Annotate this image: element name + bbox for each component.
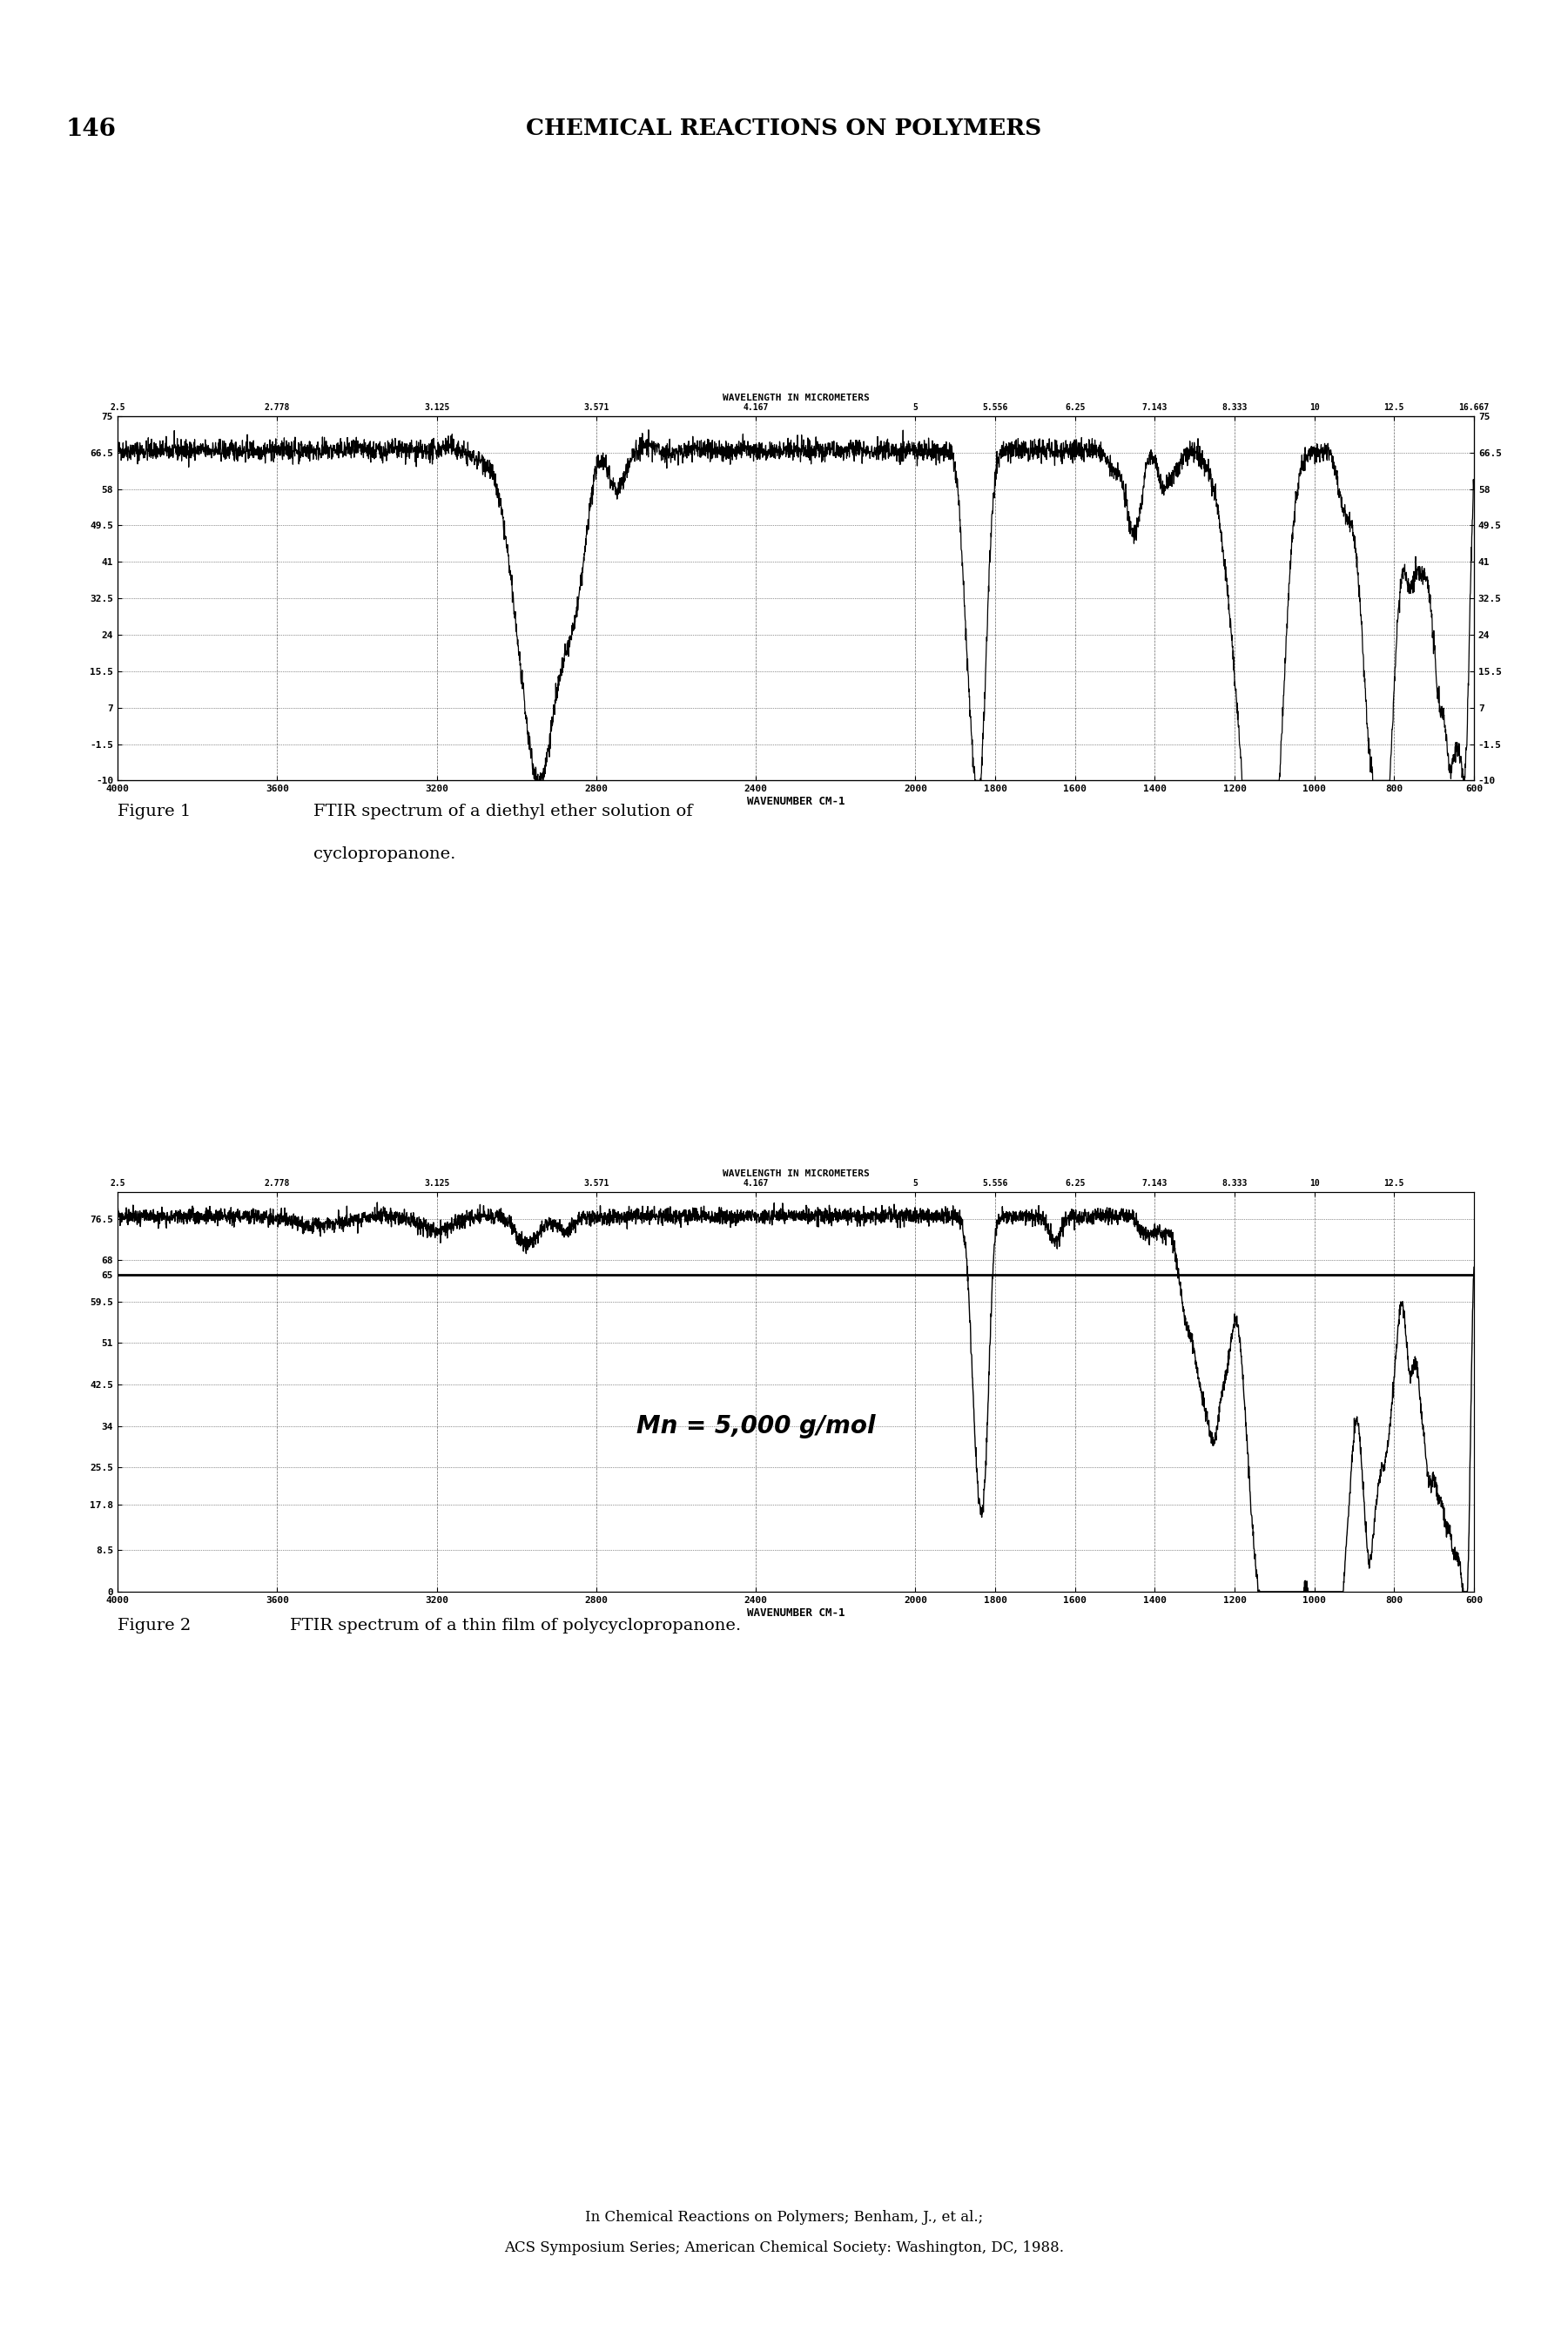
Text: FTIR spectrum of a thin film of polycyclopropanone.: FTIR spectrum of a thin film of polycycl… [290,1617,742,1634]
X-axis label: WAVENUMBER CM-1: WAVENUMBER CM-1 [746,1608,845,1617]
Text: FTIR spectrum of a diethyl ether solution of: FTIR spectrum of a diethyl ether solutio… [314,804,693,820]
Text: CHEMICAL REACTIONS ON POLYMERS: CHEMICAL REACTIONS ON POLYMERS [527,118,1041,139]
X-axis label: WAVENUMBER CM-1: WAVENUMBER CM-1 [746,797,845,806]
X-axis label: WAVELENGTH IN MICROMETERS: WAVELENGTH IN MICROMETERS [723,395,869,402]
Text: 146: 146 [66,118,116,141]
Text: In Chemical Reactions on Polymers; Benham, J., et al.;: In Chemical Reactions on Polymers; Benha… [585,2210,983,2224]
Text: Figure 2: Figure 2 [118,1617,191,1634]
Text: Mn = 5,000 g/mol: Mn = 5,000 g/mol [637,1413,875,1439]
X-axis label: WAVELENGTH IN MICROMETERS: WAVELENGTH IN MICROMETERS [723,1171,869,1178]
Text: Figure 1: Figure 1 [118,804,191,820]
Text: cyclopropanone.: cyclopropanone. [314,846,456,863]
Text: ACS Symposium Series; American Chemical Society: Washington, DC, 1988.: ACS Symposium Series; American Chemical … [503,2241,1065,2255]
